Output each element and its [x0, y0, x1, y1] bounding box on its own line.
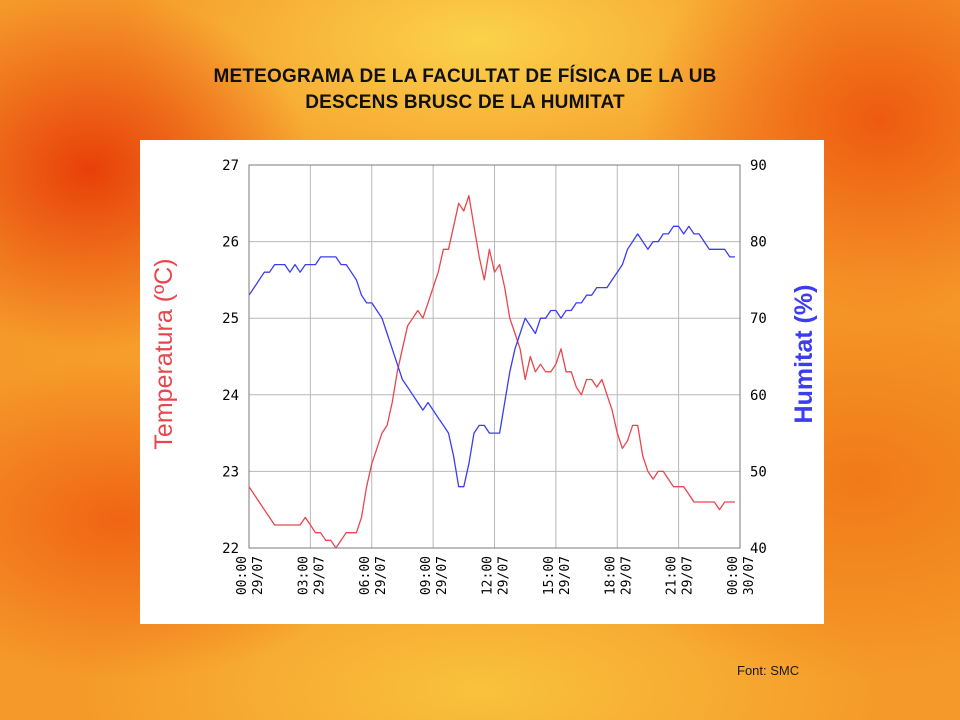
- x-tick-time: 03:00: [296, 556, 311, 595]
- y-axis-label-left: Temperatura (ºC): [150, 258, 178, 449]
- temperature-line: [248, 194, 735, 549]
- meteogram-chart: 00:0029/07 03:0029/07 06:0029/07 09:0029/07…: [140, 140, 824, 624]
- y-tick-label-right: 60: [750, 388, 767, 404]
- page-title: METEOGRAMA DE LA FACULTAT DE FÍSICA DE L…: [100, 64, 830, 116]
- x-tick-date: 29/07: [312, 556, 327, 595]
- y-tick-label-left: 23: [222, 464, 239, 480]
- x-tick-label: 03:0029/07: [296, 556, 327, 595]
- x-tick-label: 00:0030/07: [726, 556, 757, 595]
- x-tick-date: 29/07: [558, 556, 573, 595]
- y-axis-label-right: Humitat (%): [790, 285, 818, 424]
- grid-layer: [248, 164, 741, 549]
- series-layer: [248, 194, 735, 549]
- x-tick-time: 00:00: [726, 556, 741, 595]
- x-tick-date: 29/07: [681, 556, 696, 595]
- y-tick-label-right: 40: [750, 541, 767, 557]
- x-tick-time: 12:00: [481, 556, 496, 595]
- x-tick-date: 30/07: [742, 556, 757, 595]
- y-tick-label-right: 50: [750, 464, 767, 480]
- x-tick-date: 29/07: [374, 556, 389, 595]
- x-tick-time: 09:00: [419, 556, 434, 595]
- x-tick-time: 15:00: [542, 556, 557, 595]
- source-credit: Font: SMC: [737, 663, 800, 678]
- y-tick-label-right: 80: [750, 235, 767, 251]
- meteogram-svg: 00:0029/07 03:0029/07 06:0029/07 09:0029/07…: [150, 158, 818, 595]
- y-tick-label-left: 22: [222, 541, 239, 557]
- humidity-line: [248, 225, 735, 488]
- title-line-1: METEOGRAMA DE LA FACULTAT DE FÍSICA DE L…: [213, 66, 717, 87]
- title-line-2: DESCENS BRUSC DE LA HUMITAT: [305, 92, 625, 113]
- x-tick-label: 18:0029/07: [603, 556, 634, 595]
- x-tick-label: 12:0029/07: [481, 556, 512, 595]
- x-tick-label: 06:0029/07: [358, 556, 389, 595]
- x-tick-time: 18:00: [603, 556, 618, 595]
- y-tick-label-left: 25: [222, 311, 239, 327]
- y-tick-label-left: 24: [222, 388, 239, 404]
- plot-frame: [248, 164, 741, 549]
- x-tick-label: 00:0029/07: [235, 556, 266, 595]
- axis-layer: 00:0029/07 03:0029/07 06:0029/07 09:0029/07…: [222, 158, 767, 595]
- x-tick-label: 21:0029/07: [665, 556, 696, 595]
- x-tick-date: 29/07: [497, 556, 512, 595]
- x-tick-label: 15:0029/07: [542, 556, 573, 595]
- y-tick-label-left: 27: [222, 158, 239, 174]
- x-tick-time: 06:00: [358, 556, 373, 595]
- x-tick-label: 09:0029/07: [419, 556, 450, 595]
- x-tick-time: 21:00: [665, 556, 680, 595]
- x-tick-date: 29/07: [251, 556, 266, 595]
- x-tick-date: 29/07: [619, 556, 634, 595]
- y-tick-label-left: 26: [222, 235, 239, 251]
- y-tick-label-right: 90: [750, 158, 767, 174]
- x-tick-date: 29/07: [435, 556, 450, 595]
- x-tick-time: 00:00: [235, 556, 250, 595]
- y-tick-label-right: 70: [750, 311, 767, 327]
